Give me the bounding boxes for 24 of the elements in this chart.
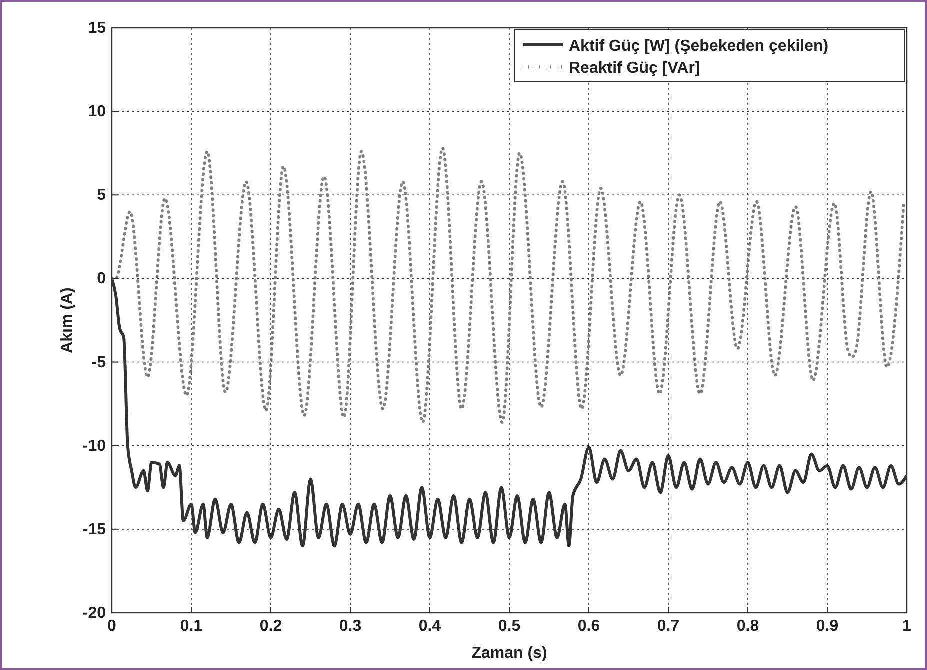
x-tick-label: 0.6 <box>578 618 600 635</box>
y-tick-label: -15 <box>82 521 106 538</box>
legend-label: Aktif Güç [W] (Şebekeden çekilen) <box>569 38 829 55</box>
y-tick-label: -20 <box>82 605 106 622</box>
y-tick-label: 15 <box>88 20 106 37</box>
y-tick-label: 5 <box>97 187 106 204</box>
y-tick-label: 10 <box>88 104 106 121</box>
x-tick-label: 0.1 <box>180 618 203 635</box>
x-tick-label: 0.9 <box>816 618 839 635</box>
y-axis-title: Akım (A) <box>59 288 76 354</box>
x-tick-label: 1 <box>902 618 912 635</box>
x-tick-label: 0.8 <box>736 618 760 635</box>
line-series <box>112 146 906 424</box>
x-axis-title: Zaman (s) <box>472 645 548 662</box>
y-tick-label: -10 <box>82 438 106 455</box>
y-tick-label: -5 <box>92 354 106 372</box>
x-tick-label: 0.5 <box>498 618 521 635</box>
x-tick-label: 0.2 <box>260 618 282 635</box>
legend-label: Reaktif Güç [VAr] <box>569 60 700 77</box>
x-tick-label: 0.7 <box>657 618 680 635</box>
y-tick-label: 0 <box>97 270 106 288</box>
x-tick-label: 0.4 <box>418 618 442 635</box>
x-tick-label: 0.3 <box>339 618 362 635</box>
x-tick-label: 0 <box>108 618 117 635</box>
